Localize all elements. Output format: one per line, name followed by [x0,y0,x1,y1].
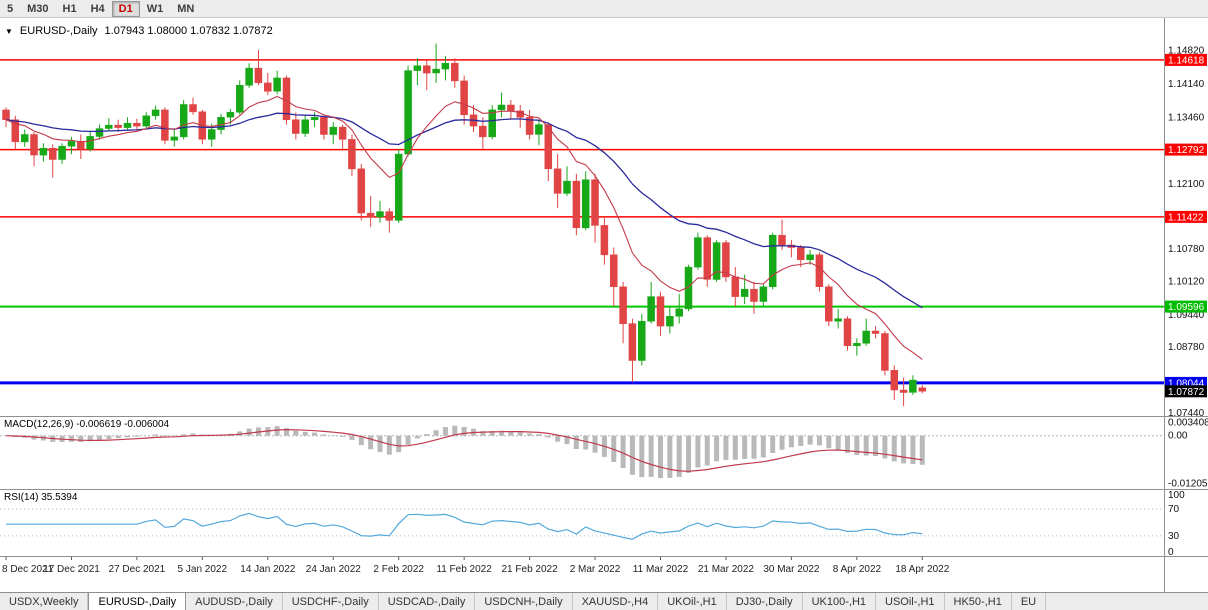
macd-indicator-label: MACD(12,26,9) -0.006619 -0.006004 [4,419,170,430]
chart-tab-eurusd-daily[interactable]: EURUSD-,Daily [88,593,187,610]
svg-text:21 Feb 2022: 21 Feb 2022 [502,564,559,575]
timeframe-button-h4[interactable]: H4 [90,2,105,15]
chart-tab-usdchf-daily[interactable]: USDCHF-,Daily [283,593,379,610]
chart-symbol-period: EURUSD-,Daily [19,25,98,37]
chart-region: 1.14820 1.14140 1.13460 1.12100 1.10780 1.101… [0,18,1208,592]
chart-tab-usoil-h1[interactable]: USOil-,H1 [876,593,945,610]
chart-tab-dj30-daily[interactable]: DJ30-,Daily [727,593,803,610]
candles-layer [2,43,927,407]
svg-text:2 Mar 2022: 2 Mar 2022 [570,564,621,575]
svg-text:0.00: 0.00 [1168,431,1188,442]
svg-text:30: 30 [1168,531,1180,542]
svg-text:70: 70 [1168,504,1180,515]
svg-text:11 Feb 2022: 11 Feb 2022 [436,564,492,575]
svg-text:100: 100 [1168,490,1185,501]
rsi-layer [0,508,1164,540]
svg-text:1.09440: 1.09440 [1168,310,1205,321]
rsi-scale: 100 70 30 0 [1168,490,1185,558]
panel-borders [0,18,1208,592]
rsi-indicator-label: RSI(14) 35.5394 [4,492,78,503]
chart-tab-hk50-h1[interactable]: HK50-,H1 [945,593,1012,610]
svg-text:5 Jan 2022: 5 Jan 2022 [178,564,228,575]
chart-tab-eu[interactable]: EU [1012,593,1047,610]
chart-canvas[interactable]: 1.14820 1.14140 1.13460 1.12100 1.10780 1.101… [0,18,1208,592]
svg-text:-0.012058: -0.012058 [1168,478,1208,489]
svg-text:1.07872: 1.07872 [1168,387,1205,398]
svg-text:21 Mar 2022: 21 Mar 2022 [698,564,755,575]
svg-text:8 Apr 2022: 8 Apr 2022 [833,564,882,575]
svg-text:1.07440: 1.07440 [1168,408,1205,419]
svg-text:1.14618: 1.14618 [1168,55,1205,66]
svg-text:8 Dec 2021: 8 Dec 2021 [2,564,54,575]
svg-text:2 Feb 2022: 2 Feb 2022 [373,564,424,575]
svg-text:1.11422: 1.11422 [1168,212,1204,223]
svg-text:1.08780: 1.08780 [1168,342,1205,353]
svg-text:1.14820: 1.14820 [1168,45,1205,56]
svg-text:0.003408: 0.003408 [1168,417,1208,428]
svg-text:1.10120: 1.10120 [1168,276,1205,287]
chart-tab-usdcad-daily[interactable]: USDCAD-,Daily [379,593,476,610]
timeframe-button-w1[interactable]: W1 [146,2,164,15]
svg-text:1.12792: 1.12792 [1168,145,1205,156]
timeframe-button-5[interactable]: 5 [7,2,14,15]
svg-text:1.09596: 1.09596 [1168,302,1205,313]
chart-tab-ukoil-h1[interactable]: UKOil-,H1 [658,593,727,610]
chart-tab-usdcnh-daily[interactable]: USDCNH-,Daily [475,593,573,610]
moving-averages-layer [5,95,923,360]
svg-text:1.08044: 1.08044 [1168,378,1205,389]
chart-tab-audusd-daily[interactable]: AUDUSD-,Daily [186,593,283,610]
timeframe-button-d1[interactable]: D1 [111,0,140,17]
svg-text:11 Mar 2022: 11 Mar 2022 [633,564,689,575]
chart-ohlc-header: ▼ EURUSD-,Daily 1.07943 1.08000 1.07832 … [5,25,273,37]
price-scale: 1.14820 1.14140 1.13460 1.12100 1.10780 1.101… [1165,45,1207,419]
svg-text:14 Jan 2022: 14 Jan 2022 [240,564,295,575]
svg-text:17 Dec 2021: 17 Dec 2021 [43,564,100,575]
timeframe-button-mn[interactable]: MN [177,2,195,15]
svg-text:18 Apr 2022: 18 Apr 2022 [895,564,949,575]
collapse-triangle-icon[interactable]: ▼ [5,26,13,36]
timeframe-toolbar: 5 M30 H1 H4 D1 W1 MN [0,0,1208,18]
svg-text:1.13460: 1.13460 [1168,112,1205,123]
macd-layer [0,425,1164,479]
svg-text:24 Jan 2022: 24 Jan 2022 [306,564,361,575]
svg-text:1.12100: 1.12100 [1168,179,1205,190]
svg-text:1.10780: 1.10780 [1168,244,1205,255]
svg-text:1.14140: 1.14140 [1168,79,1205,90]
svg-text:27 Dec 2021: 27 Dec 2021 [109,564,166,575]
symbol-tabs: USDX,Weekly EURUSD-,Daily AUDUSD-,Daily USD… [0,592,1208,610]
macd-scale: 0.003408 0.00 -0.012058 [1168,417,1208,489]
chart-tab-usdx-weekly[interactable]: USDX,Weekly [0,593,89,610]
svg-text:30 Mar 2022: 30 Mar 2022 [763,564,820,575]
chart-tab-uk100-h1[interactable]: UK100-,H1 [803,593,877,610]
chart-ohlc-values: 1.07943 1.08000 1.07832 1.07872 [104,25,273,37]
timeframe-button-m30[interactable]: M30 [27,2,49,15]
svg-text:0: 0 [1168,547,1174,558]
timeframe-button-h1[interactable]: H1 [62,2,77,15]
chart-tab-xauusd-h4[interactable]: XAUUSD-,H4 [573,593,659,610]
